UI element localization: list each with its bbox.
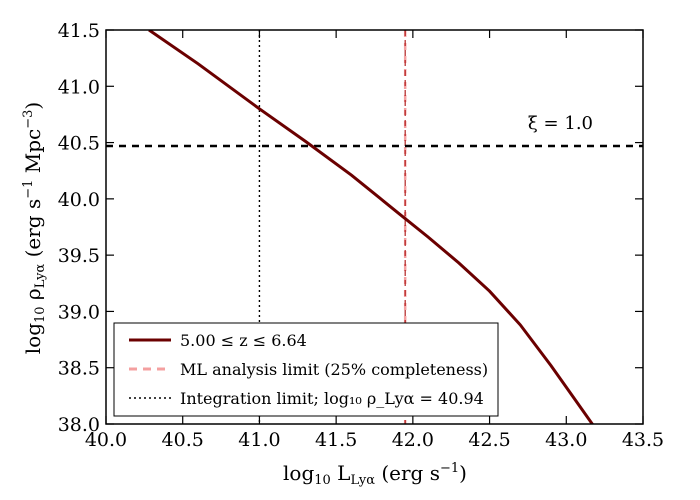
- y-tick-label-2: 39.0: [58, 301, 100, 323]
- x-tick-label-2: 41.0: [238, 429, 280, 451]
- y-tick-label-1: 38.5: [58, 358, 100, 380]
- legend-label-2: Integration limit; log₁₀ ρ_Lyα = 40.94: [180, 389, 484, 408]
- x-tick-label-6: 43.0: [545, 429, 587, 451]
- y-tick-label-4: 40.0: [58, 189, 100, 211]
- series-line-0: [148, 30, 595, 424]
- plot-frame: [105, 29, 644, 425]
- annotation-0: ξ = 1.0: [528, 113, 593, 134]
- x-axis-label: log10 LLyα (erg s−1): [283, 461, 467, 488]
- x-tick-label-3: 41.5: [315, 429, 357, 451]
- x-tick-label-1: 40.5: [162, 429, 204, 451]
- y-axis-label: log10 ρLyα (erg s−1 Mpc−3): [21, 102, 48, 354]
- legend-label-0: 5.00 ≤ z ≤ 6.64: [180, 331, 307, 350]
- y-tick-label-0: 38.0: [58, 414, 100, 436]
- x-tick-label-7: 43.5: [622, 429, 664, 451]
- y-tick-label-6: 41.0: [58, 76, 100, 98]
- x-tick-label-4: 42.0: [392, 429, 434, 451]
- legend-label-1: ML analysis limit (25% completeness): [180, 360, 488, 379]
- y-tick-label-5: 40.5: [58, 133, 100, 155]
- y-tick-label-7: 41.5: [58, 20, 100, 42]
- x-tick-label-5: 42.5: [468, 429, 510, 451]
- x-tick-label-0: 40.0: [85, 429, 127, 451]
- legend-box: [113, 322, 499, 417]
- y-tick-label-3: 39.5: [58, 245, 100, 267]
- legend: 5.00 ≤ z ≤ 6.64 ML analysis limit (25% co…: [113, 322, 499, 417]
- axes: 40.0 40.5 41.0 41.5 42.0 42.5 43.0 43.5 38.0 38.5…: [58, 20, 664, 451]
